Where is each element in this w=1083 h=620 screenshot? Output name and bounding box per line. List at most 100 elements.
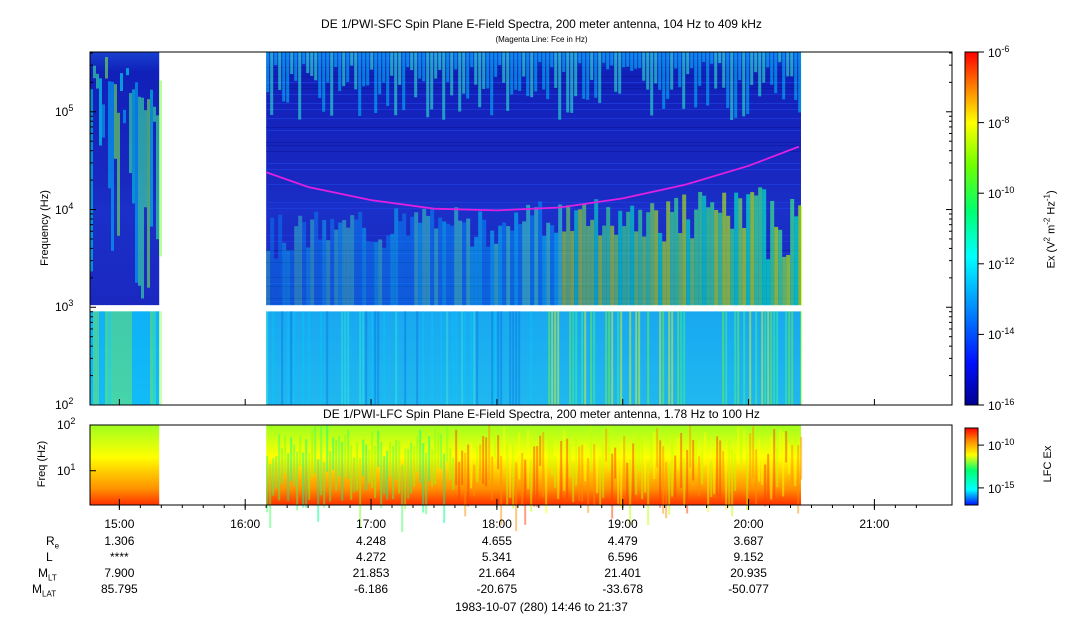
sfc-top-spike	[450, 52, 454, 96]
sfc-lower-early	[93, 311, 96, 405]
lfc-stripe	[650, 435, 653, 470]
sfc-low-emission	[282, 242, 287, 306]
lfc-stripe	[365, 444, 368, 491]
lfc-stripe	[455, 429, 458, 486]
sfc-low-emission	[726, 215, 731, 306]
sfc-stripe	[266, 202, 801, 203]
sfc-top-spike	[446, 52, 450, 83]
sfc-low-emission	[430, 207, 435, 306]
sfc-top-spike	[322, 52, 326, 112]
lfc-stripe	[539, 435, 542, 466]
sfc-low-emission	[630, 205, 635, 306]
sfc-emission	[138, 96, 141, 286]
ephemeris-row-label: MLT	[38, 566, 57, 583]
lfc-stripe	[596, 448, 599, 494]
sfc-emission	[141, 97, 144, 299]
sfc-low-emission	[526, 204, 531, 306]
sfc-top-spike	[546, 52, 550, 100]
sfc-lower-stripe	[581, 311, 584, 405]
sfc-low-emission	[730, 228, 735, 306]
sfc-low-emission	[574, 210, 579, 306]
sfc-stripe	[266, 253, 801, 254]
lfc-stripe	[482, 436, 485, 484]
ephemeris-value: 5.341	[481, 550, 512, 564]
sfc-chart-title: DE 1/PWI-SFC Spin Plane E-Field Spectra,…	[321, 17, 762, 31]
sfc-top-spike	[530, 52, 534, 98]
sfc-top-spike	[278, 52, 282, 91]
sfc-lower-band-0	[90, 311, 160, 405]
sfc-lower-stripe	[266, 311, 269, 405]
sfc-lower-stripe	[575, 311, 578, 405]
sfc-low-emission	[702, 195, 707, 306]
lfc-stripe	[419, 429, 422, 484]
sfc-low-emission	[494, 243, 499, 306]
sfc-lower-stripe	[761, 311, 764, 405]
sfc-top-spike	[702, 52, 706, 63]
lfc-stripe	[290, 437, 293, 482]
sfc-stripe	[266, 169, 801, 170]
lfc-stripe	[716, 436, 719, 497]
sfc-low-emission	[674, 197, 679, 306]
sfc-lower-stripe	[494, 311, 497, 405]
sfc-lower-stripe	[773, 311, 776, 405]
sfc-top-spike	[318, 52, 322, 98]
sfc-top-spike	[334, 52, 338, 68]
sfc-top-spike	[314, 52, 318, 81]
sfc-lower-early	[132, 311, 135, 405]
sfc-low-emission	[342, 219, 347, 306]
lfc-stripe	[347, 429, 350, 480]
sfc-plot-frame	[89, 51, 953, 406]
sfc-top-spike	[398, 52, 402, 85]
sfc-lower-early	[117, 311, 120, 405]
lfc-stripe	[728, 438, 731, 507]
sfc-top-spike	[358, 52, 362, 117]
sfc-lower-stripe	[473, 311, 476, 405]
sfc-emission	[99, 78, 102, 146]
sfc-top-spike	[690, 52, 694, 69]
lfc-stripe	[299, 435, 302, 467]
lfc-stripe	[326, 425, 329, 472]
lfc-y-tick-label: 101	[57, 461, 76, 478]
sfc-lower-early	[120, 311, 123, 405]
lfc-stripe	[302, 452, 305, 508]
sfc-lower-early	[138, 311, 141, 405]
lfc-stripe	[305, 439, 308, 508]
lfc-stripe	[287, 453, 290, 502]
ephemeris-value: 4.479	[607, 534, 638, 548]
sfc-lower-early	[114, 311, 117, 405]
sfc-low-emission	[686, 219, 691, 306]
ephemeris-value: -50.077	[728, 582, 769, 596]
sfc-top-spike	[434, 52, 438, 79]
sfc-top-spike	[430, 52, 434, 110]
sfc-top-spike	[554, 52, 558, 88]
sfc-low-emission	[266, 250, 271, 306]
sfc-lower-stripe	[659, 311, 662, 405]
lfc-stripe	[380, 441, 383, 509]
sfc-lower-stripe	[464, 311, 467, 405]
lfc-stripe	[350, 445, 353, 500]
sfc-top-spike	[330, 52, 334, 116]
sfc-top-spike	[614, 52, 618, 92]
lfc-stripe	[320, 425, 323, 496]
lfc-stripe	[674, 455, 677, 498]
sfc-top-spike	[574, 52, 578, 97]
lfc-stripe	[542, 432, 545, 497]
sfc-top-spike	[658, 52, 662, 90]
lfc-stripe	[737, 426, 740, 465]
sfc-low-emission	[470, 246, 475, 306]
sfc-top-spike	[558, 52, 562, 120]
sfc-stripe	[266, 262, 801, 263]
sfc-stripe	[266, 127, 801, 128]
sfc-top-spike	[490, 52, 494, 116]
sfc-low-emission	[758, 187, 763, 306]
sfc-lower-early	[102, 311, 105, 405]
sfc-low-emission	[794, 216, 799, 306]
lfc-stripe	[578, 446, 581, 501]
sfc-top-spike	[762, 52, 766, 83]
lfc-stripe	[581, 444, 584, 502]
sfc-low-emission	[578, 209, 583, 306]
ephemeris-value: 3.687	[733, 534, 764, 548]
lfc-stripe	[443, 453, 446, 523]
sfc-lower-stripe	[452, 311, 455, 405]
sfc-low-emission	[626, 211, 631, 306]
